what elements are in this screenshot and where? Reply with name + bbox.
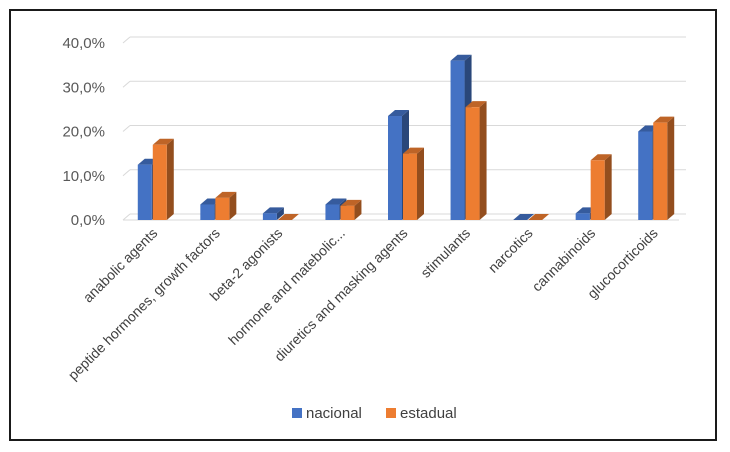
bar-front	[388, 116, 402, 220]
x-tick-label: cannabinoids	[529, 225, 599, 295]
bar-side	[276, 207, 284, 220]
bars	[137, 54, 675, 221]
x-tick-label: diuretics and masking agents	[271, 225, 411, 365]
bar-front	[200, 204, 215, 220]
gridline-diagonal	[122, 125, 131, 132]
bar-top	[590, 154, 612, 161]
bar-front	[653, 122, 668, 220]
gridline-diagonal	[122, 213, 131, 221]
legend: nacional estadual	[292, 405, 457, 422]
bar-front	[340, 205, 355, 220]
legend-label-estadual: estadual	[400, 405, 457, 422]
bar-top	[513, 214, 535, 220]
y-tick-label: 40,0%	[62, 35, 105, 52]
bar-top	[653, 116, 675, 123]
bar-front	[450, 60, 465, 221]
bar-nacional	[262, 207, 284, 220]
bar-side	[166, 138, 174, 220]
x-tick-label: narcotics	[485, 225, 536, 276]
bar-side	[354, 199, 362, 220]
bar-front	[262, 213, 277, 220]
bar-top	[340, 199, 362, 206]
bar-estadual	[590, 154, 612, 220]
bar-side	[479, 101, 487, 220]
bar-top	[325, 198, 347, 205]
bar-estadual	[277, 214, 299, 220]
gridline-diagonal	[122, 80, 131, 88]
bar-front	[403, 153, 417, 220]
bar-side	[604, 154, 612, 220]
bar-side	[229, 191, 237, 220]
x-tick-label: stimulants	[417, 225, 473, 281]
bar-front	[465, 107, 480, 220]
bar-top	[403, 147, 424, 154]
bar-top	[388, 110, 409, 117]
bar-top	[277, 214, 299, 220]
x-tick-label: hormone and matebolic...	[225, 225, 348, 348]
bar-front	[152, 144, 167, 220]
bar-estadual	[152, 138, 174, 220]
bar-top	[465, 101, 487, 108]
bar-top	[215, 191, 237, 198]
gridline-diagonal	[122, 36, 131, 44]
bar-front	[575, 213, 590, 220]
bar-estadual	[653, 116, 675, 220]
bar-front	[638, 131, 653, 220]
bar-side	[417, 147, 424, 220]
y-axis: 0,0% 10,0% 20,0% 30,0% 40,0%	[62, 35, 105, 229]
legend-swatch-estadual	[386, 408, 396, 418]
bar-top	[528, 214, 550, 220]
bar-estadual	[528, 214, 550, 220]
bar-front	[215, 197, 230, 220]
y-tick-label: 30,0%	[62, 79, 105, 96]
gridline-diagonal	[122, 169, 131, 177]
y-tick-label: 10,0%	[62, 168, 105, 185]
y-tick-label: 20,0%	[62, 124, 105, 141]
bar-front	[137, 164, 152, 220]
bar-estadual	[403, 147, 424, 220]
bar-front	[590, 160, 605, 220]
bar-front	[325, 204, 340, 220]
legend-swatch-nacional	[292, 408, 302, 418]
bar-top	[450, 54, 472, 61]
bar-estadual	[465, 101, 487, 220]
bar-nacional	[513, 214, 535, 220]
bar-top	[262, 207, 284, 214]
legend-label-nacional: nacional	[306, 405, 362, 422]
bar-estadual	[340, 199, 362, 220]
bar-estadual	[215, 191, 237, 220]
bar-top	[152, 138, 174, 145]
bar-side	[667, 116, 675, 220]
y-tick-label: 0,0%	[71, 212, 105, 229]
